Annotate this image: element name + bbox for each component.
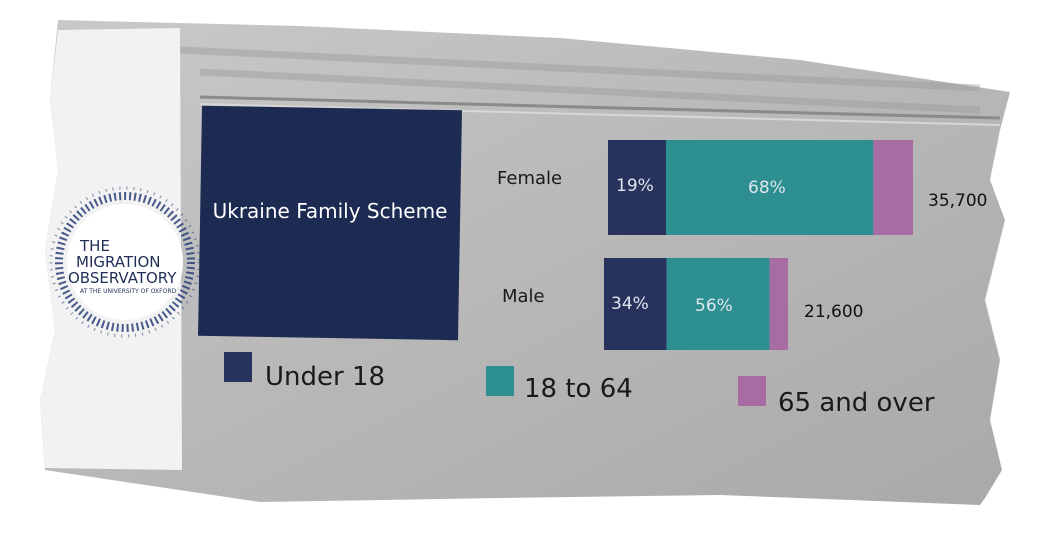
scheme-panel: [198, 105, 462, 341]
legend-swatch-65-and-over: [738, 376, 766, 406]
category-label-male: Male: [502, 286, 545, 307]
paper-background: [40, 20, 1010, 505]
male-18-to-64-label: 56%: [695, 296, 733, 316]
logo-line-4: AT THE UNIVERSITY OF OXFORD: [80, 288, 177, 295]
logo-line-3: OBSERVATORY: [68, 269, 177, 287]
bar-male-18-to-64: [666, 258, 770, 350]
logo-line-1: THE: [80, 237, 110, 255]
legend-label-18-to-64: 18 to 64: [524, 374, 633, 404]
male-total-label: 21,600: [804, 302, 864, 322]
bar-male-under-18: [604, 258, 667, 350]
legend-swatch-under-18: [224, 352, 252, 382]
bar-female-under-18: [608, 140, 666, 235]
legend-label-under-18: Under 18: [265, 362, 386, 392]
category-label-female: Female: [497, 168, 563, 189]
bar-female-18-to-64: [666, 140, 874, 235]
legend-label-65-and-over: 65 and over: [778, 388, 935, 418]
female-18-to-64-label: 68%: [748, 178, 786, 198]
female-under-18-label: 19%: [616, 176, 654, 196]
legend-swatch-18-to-64: [486, 366, 514, 396]
bar-female-65-and-over: [873, 140, 913, 235]
male-under-18-label: 34%: [611, 294, 649, 314]
stacked-bars: [604, 140, 913, 350]
bar-male-65-and-over: [769, 258, 788, 350]
logo-ring: [49, 186, 201, 338]
logo-line-2: MIGRATION: [76, 253, 161, 271]
female-total-label: 35,700: [928, 191, 988, 211]
scheme-title: Ukraine Family Scheme: [212, 199, 448, 223]
